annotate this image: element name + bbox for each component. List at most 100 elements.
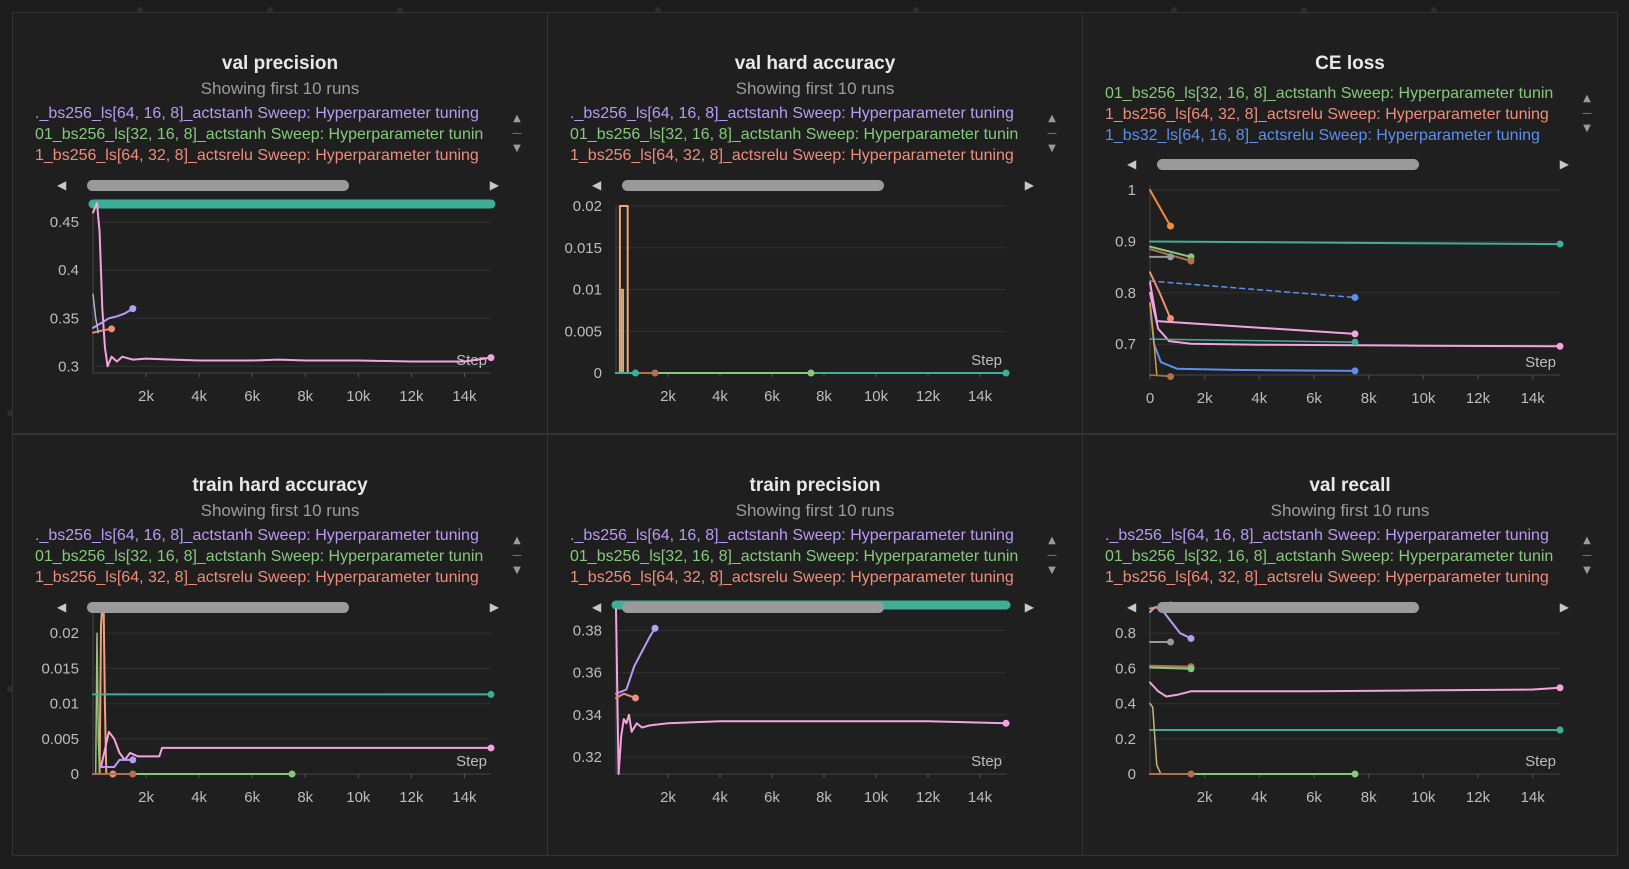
series-line <box>1149 302 1356 372</box>
triangle-up-icon[interactable]: ▲ <box>1583 535 1591 546</box>
legend-item[interactable]: 1_bs256_ls[64, 32, 8]_actsrelu Sweep: Hy… <box>570 147 1014 164</box>
legend-item[interactable]: ._bs256_ls[64, 16, 8]_actstanh Sweep: Hy… <box>35 527 479 544</box>
scroll-thumb[interactable] <box>622 602 884 613</box>
triangle-left-icon[interactable]: ◀ <box>592 600 602 614</box>
legend-horizontal-scrollbar[interactable]: ◀ ▶ <box>578 599 1048 615</box>
x-tick-label: 10k <box>1411 390 1436 407</box>
triangle-right-icon[interactable]: ▶ <box>1559 157 1569 171</box>
triangle-left-icon[interactable]: ◀ <box>1127 157 1137 171</box>
dash-icon: — <box>1582 108 1592 119</box>
legend-scroll-arrows[interactable]: ▲ — ▼ <box>1046 533 1058 583</box>
legend-item[interactable]: 1_bs256_ls[64, 32, 8]_actsrelu Sweep: Hy… <box>1105 106 1549 123</box>
series-line <box>1149 291 1561 348</box>
series-line <box>92 293 100 334</box>
scroll-thumb[interactable] <box>87 602 349 613</box>
legend: ._bs256_ls[64, 16, 8]_actstanh Sweep: Hy… <box>35 525 515 589</box>
legend-item[interactable]: 01_bs256_ls[32, 16, 8]_actstanh Sweep: H… <box>570 126 1019 143</box>
dash-icon: — <box>1047 550 1057 561</box>
x-tick-label: 2k <box>660 388 676 405</box>
series-line <box>1149 681 1561 698</box>
series-end-marker <box>1167 253 1174 261</box>
y-tick-label: 0 <box>71 766 79 783</box>
series-line <box>100 758 134 768</box>
triangle-down-icon[interactable]: ▼ <box>513 565 521 576</box>
legend-horizontal-scrollbar[interactable]: ◀ ▶ <box>43 599 513 615</box>
legend-scroll-arrows[interactable]: ▲ — ▼ <box>511 533 523 583</box>
chart-title: train precision <box>749 475 881 496</box>
y-tick-label: 0.005 <box>564 323 602 340</box>
x-tick-label: 10k <box>1411 789 1436 806</box>
legend-item[interactable]: 01_bs256_ls[32, 16, 8]_actstanh Sweep: H… <box>1105 548 1554 565</box>
x-tick-label: 14k <box>968 388 993 405</box>
x-tick-label: 8k <box>816 789 832 806</box>
triangle-up-icon[interactable]: ▲ <box>1048 535 1056 546</box>
legend-item[interactable]: 01_bs256_ls[32, 16, 8]_actstanh Sweep: H… <box>1105 85 1554 102</box>
legend-item[interactable]: ._bs256_ls[64, 16, 8]_actstanh Sweep: Hy… <box>1105 527 1549 544</box>
triangle-up-icon[interactable]: ▲ <box>1048 113 1056 124</box>
chart-title: CE loss <box>1315 53 1385 74</box>
y-tick-label: 0.6 <box>1115 660 1136 677</box>
legend-horizontal-scrollbar[interactable]: ◀ ▶ <box>578 177 1048 193</box>
legend-item[interactable]: ._bs256_ls[64, 16, 8]_actstanh Sweep: Hy… <box>570 105 1014 122</box>
legend-item[interactable]: 01_bs256_ls[32, 16, 8]_actstanh Sweep: H… <box>570 548 1019 565</box>
y-tick-label: 0.2 <box>1115 731 1136 748</box>
triangle-down-icon[interactable]: ▼ <box>1583 565 1591 576</box>
triangle-up-icon[interactable]: ▲ <box>513 113 521 124</box>
scroll-thumb[interactable] <box>1157 602 1419 613</box>
legend-item[interactable]: 1_bs256_ls[64, 32, 8]_actsrelu Sweep: Hy… <box>35 569 479 586</box>
triangle-down-icon[interactable]: ▼ <box>1583 123 1591 134</box>
triangle-left-icon[interactable]: ◀ <box>592 178 602 192</box>
chart-subtitle: Showing first 10 runs <box>735 501 895 520</box>
chart-title: val hard accuracy <box>734 53 896 74</box>
legend-item[interactable]: 01_bs256_ls[32, 16, 8]_actstanh Sweep: H… <box>35 548 484 565</box>
legend-horizontal-scrollbar[interactable]: ◀ ▶ <box>1113 599 1583 615</box>
series-line <box>1149 281 1356 335</box>
chart-panel-val-precision[interactable]: 0.3 0.35 0.4 0.45 2k 4k 6k 8k 10k 12k 14k Step val … <box>12 12 548 434</box>
legend-item[interactable]: 1_bs256_ls[64, 32, 8]_actsrelu Sweep: Hy… <box>1105 569 1549 586</box>
triangle-down-icon[interactable]: ▼ <box>1048 143 1056 154</box>
legend-scroll-arrows[interactable]: ▲ — ▼ <box>511 111 523 161</box>
chart-panel-val-recall[interactable]: 0 0.2 0.4 0.6 0.8 2k 4k 6k 8k 10k 12k 14k Step val r… <box>1082 434 1618 856</box>
triangle-right-icon[interactable]: ▶ <box>489 600 499 614</box>
legend-item[interactable]: 01_bs256_ls[32, 16, 8]_actstanh Sweep: H… <box>35 126 484 143</box>
series-end-marker <box>1351 367 1359 375</box>
legend-item[interactable]: ._bs256_ls[64, 16, 8]_actstanh Sweep: Hy… <box>35 105 479 122</box>
scroll-thumb[interactable] <box>622 180 884 191</box>
triangle-right-icon[interactable]: ▶ <box>1559 600 1569 614</box>
triangle-right-icon[interactable]: ▶ <box>1024 600 1034 614</box>
x-tick-label: 4k <box>1251 390 1267 407</box>
x-tick-label: 8k <box>297 789 313 806</box>
legend-horizontal-scrollbar[interactable]: ◀ ▶ <box>1113 156 1583 172</box>
triangle-left-icon[interactable]: ◀ <box>1127 600 1137 614</box>
legend-scroll-arrows[interactable]: ▲ — ▼ <box>1581 533 1593 583</box>
chart-panel-train-hard-accuracy[interactable]: 0 0.005 0.01 0.015 0.02 2k 4k 6k 8k 10k 12k 14k Step… <box>12 434 548 856</box>
legend-item[interactable]: 1_bs256_ls[64, 32, 8]_actsrelu Sweep: Hy… <box>570 569 1014 586</box>
legend-item[interactable]: 1_bs256_ls[64, 32, 8]_actsrelu Sweep: Hy… <box>35 147 479 164</box>
y-tick-label: 0.01 <box>573 282 602 299</box>
chart-panel-train-precision[interactable]: 0.32 0.34 0.36 0.38 2k 4k 6k 8k 10k 12k 14k Step tr… <box>547 434 1083 856</box>
legend-scroll-arrows[interactable]: ▲ — ▼ <box>1046 111 1058 161</box>
triangle-left-icon[interactable]: ◀ <box>57 178 67 192</box>
triangle-right-icon[interactable]: ▶ <box>489 178 499 192</box>
grid-dot <box>7 410 13 416</box>
legend: ._bs256_ls[64, 16, 8]_actstanh Sweep: Hy… <box>570 103 1050 167</box>
chart-panel-val-hard-accuracy[interactable]: 0 0.005 0.01 0.015 0.02 2k 4k 6k 8k 10k 12k 14k Step… <box>547 12 1083 434</box>
legend-item[interactable]: 1_bs32_ls[64, 16, 8]_actsrelu Sweep: Hyp… <box>1105 127 1540 144</box>
legend-horizontal-scrollbar[interactable]: ◀ ▶ <box>43 177 513 193</box>
triangle-down-icon[interactable]: ▼ <box>1048 565 1056 576</box>
series-end-marker <box>1187 257 1195 265</box>
chart-panel-ce-loss[interactable]: 0.7 0.8 0.9 1 0 2k 4k 6k 8k 10k 12k 14k Step CE loss… <box>1082 12 1618 434</box>
scroll-thumb[interactable] <box>87 180 349 191</box>
legend: ._bs256_ls[64, 16, 8]_actstanh Sweep: Hy… <box>570 525 1050 589</box>
triangle-left-icon[interactable]: ◀ <box>57 600 67 614</box>
scroll-thumb[interactable] <box>1157 159 1419 170</box>
triangle-up-icon[interactable]: ▲ <box>513 535 521 546</box>
x-tick-label: 10k <box>346 388 371 405</box>
legend-item[interactable]: ._bs256_ls[64, 16, 8]_actstanh Sweep: Hy… <box>570 527 1014 544</box>
dash-icon: — <box>512 550 522 561</box>
triangle-down-icon[interactable]: ▼ <box>513 143 521 154</box>
series-end-marker <box>487 690 495 698</box>
triangle-up-icon[interactable]: ▲ <box>1583 93 1591 104</box>
triangle-right-icon[interactable]: ▶ <box>1024 178 1034 192</box>
legend-scroll-arrows[interactable]: ▲ — ▼ <box>1581 91 1593 141</box>
